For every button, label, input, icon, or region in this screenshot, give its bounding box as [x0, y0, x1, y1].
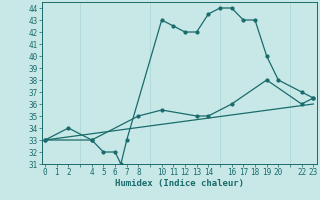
X-axis label: Humidex (Indice chaleur): Humidex (Indice chaleur)	[115, 179, 244, 188]
